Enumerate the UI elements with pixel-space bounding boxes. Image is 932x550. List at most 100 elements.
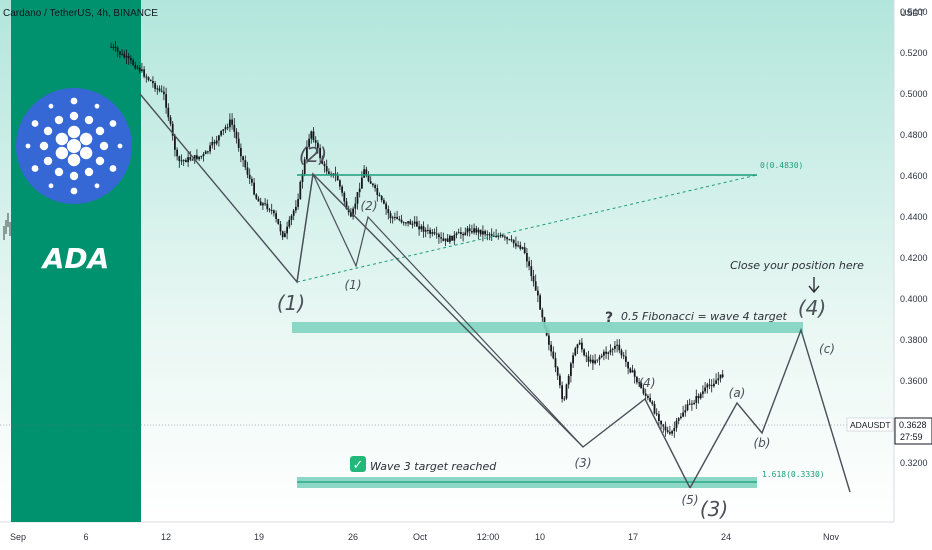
fib-0.5-zone[interactable] [292,322,803,333]
primary-wave-path[interactable] [139,93,691,489]
wave-label-sub-1: (1) [345,278,362,292]
logo-dot [109,165,117,172]
candle-body [515,243,517,247]
candle-body [277,218,280,225]
candle-body [167,107,170,118]
candle-body [350,212,352,217]
candle-body [440,237,442,239]
candle-body [495,235,497,238]
candle-body [473,228,475,233]
candlestick-series [3,40,724,438]
candle-body [482,231,484,235]
candle-body [319,147,321,159]
candle-body [424,230,427,232]
candle-body [475,228,478,233]
symbol-title[interactable]: Cardano / TetherUS, 4h, BINANCE [3,8,158,19]
candle-body [413,221,416,224]
candle-body [292,210,295,216]
candle-body [532,276,535,282]
time-axis[interactable]: Sep 6 12 19 26 Oct 12:00 10 17 24 Nov [10,532,840,542]
candle-body [262,203,264,206]
checkmark-icon: ✓ [350,456,366,473]
candle-body [325,166,328,172]
banner-background [11,0,141,522]
logo-dot [94,183,100,189]
candle-body [312,131,315,141]
wave-label-primary-2: (2) [299,143,327,167]
projection-path[interactable] [689,327,851,493]
candle-body [559,375,561,386]
logo-dot [54,115,64,125]
candle-body [644,393,647,396]
candle-body [721,374,724,378]
candle-body [134,64,137,69]
candle-body [526,252,528,262]
candle-body [405,222,407,224]
time-tick-label: 17 [628,532,638,542]
wave-label-b: (b) [754,436,771,450]
logo-dot [31,120,39,127]
time-tick-label: 12 [161,532,171,542]
candle-body [211,141,214,146]
logo-dot [25,143,31,149]
candle-body [565,384,568,399]
candle-body [585,355,588,357]
candle-body [622,355,625,357]
candle-body [550,344,552,352]
price-axis[interactable]: 0.5400 0.5200 0.5000 0.4800 0.4600 0.4400 0.42… [900,7,928,468]
candle-body [193,155,196,161]
candle-body [451,235,453,241]
wave-label-sub-4: (4) [639,376,656,390]
candle-body [378,194,381,197]
currency-label: USDT [900,8,925,18]
candle-body [123,53,126,58]
candle-body [273,210,275,214]
candle-body [275,213,277,219]
candle-body [508,239,511,241]
candle-body [446,238,449,242]
candle-body [666,430,669,433]
candle-body [442,238,445,241]
wave-label-primary-3: (3) [700,497,728,521]
fib-trend-line[interactable] [296,174,758,283]
candle-body [246,167,249,175]
candle-body [539,295,541,310]
candle-body [180,160,183,162]
candle-body [119,51,121,55]
logo-dot [95,126,105,136]
candle-body [587,356,590,362]
candle-body [116,47,119,52]
candle-body [420,226,423,230]
candle-body [464,232,467,236]
candle-body [680,416,682,419]
candle-body [182,160,185,162]
logo-dot [99,141,109,151]
time-tick-label: 12:00 [477,532,500,542]
candle-body [356,192,359,204]
logo-dot [67,153,81,167]
candle-body [394,216,396,218]
logo-dot [70,187,78,195]
candle-body [517,245,519,247]
candle-body [457,232,460,234]
wave-label-sub-5: (5) [682,493,699,507]
candle-body [460,232,462,234]
candle-body [691,403,693,405]
candle-body [427,229,429,231]
candle-body [383,200,385,204]
candle-body [226,127,229,129]
candle-body [563,398,566,400]
candle-body [537,290,539,296]
logo-dot [79,146,93,160]
candle-body [704,387,706,392]
candle-body [314,140,317,143]
candle-body [675,420,678,428]
subwave-path[interactable] [296,171,584,448]
time-tick-label: Sep [10,532,26,542]
candle-body [548,335,550,345]
candle-body [596,359,599,361]
candle-body [455,233,458,236]
candle-body [233,124,236,132]
candle-body [638,382,640,384]
